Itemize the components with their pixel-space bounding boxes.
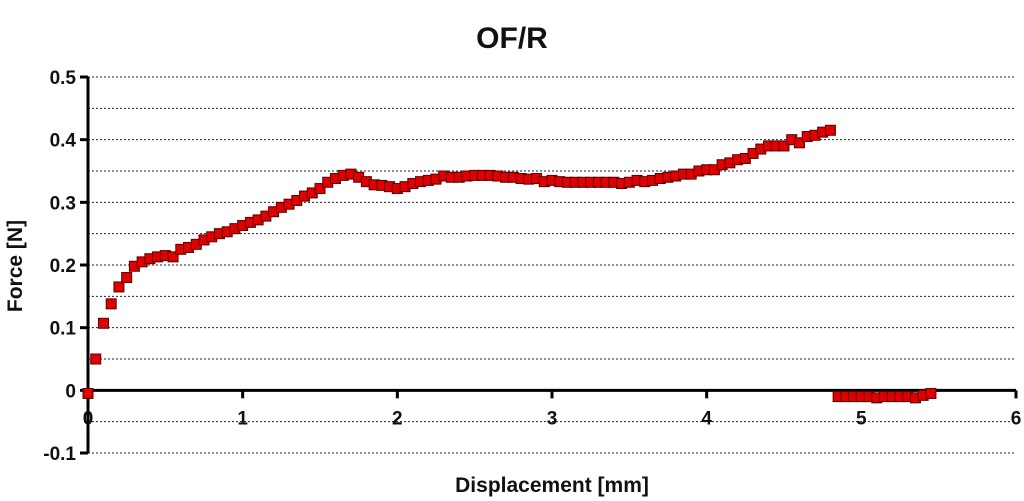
x-tick-label: 6: [1011, 408, 1022, 429]
data-point: [121, 272, 133, 284]
tick-labels: -0.1 0 0.1 0.2 0.3 0.4 0.5 0 1 2 3 4 5 6: [43, 68, 1021, 465]
data-point: [105, 298, 117, 310]
y-tick-label: 0.3: [50, 193, 76, 214]
x-tick-label: 4: [701, 408, 712, 429]
data-point: [82, 387, 94, 399]
x-tick-label: 2: [392, 408, 403, 429]
data-point: [113, 281, 125, 293]
data-point: [314, 183, 326, 195]
data-points: [82, 124, 937, 404]
y-tick-label: 0: [65, 381, 76, 402]
data-point: [925, 387, 937, 399]
chart-title: OF/R: [476, 22, 548, 55]
x-tick-label: 5: [856, 408, 867, 429]
data-point: [824, 124, 836, 136]
data-point: [778, 140, 790, 152]
data-point: [793, 137, 805, 149]
data-point: [90, 353, 102, 365]
data-point: [97, 317, 109, 329]
x-axis-label: Displacement [mm]: [455, 474, 649, 497]
grid-lines: [88, 76, 1016, 454]
data-point: [167, 251, 179, 263]
x-tick-label: 1: [237, 408, 248, 429]
y-tick-label: 0.2: [50, 256, 76, 277]
y-tick-label: 0.5: [50, 68, 77, 89]
y-tick-label: -0.1: [43, 444, 76, 465]
y-tick-label: 0.1: [50, 319, 77, 340]
x-tick-label: 0: [83, 408, 94, 429]
y-tick-label: 0.4: [50, 131, 77, 152]
x-tick-label: 3: [547, 408, 558, 429]
y-axis-label: Force [N]: [4, 220, 27, 312]
